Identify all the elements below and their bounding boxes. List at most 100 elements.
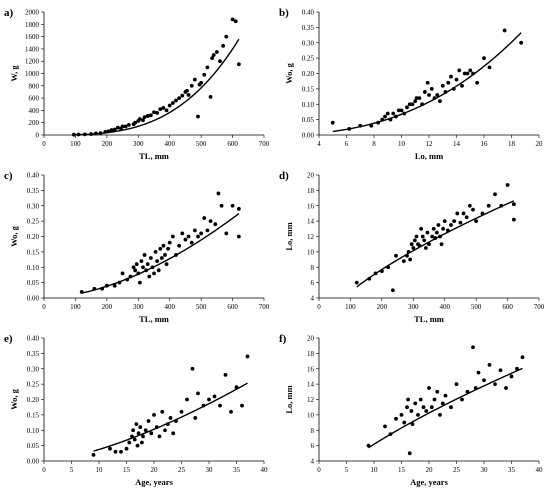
data-point bbox=[186, 93, 191, 97]
data-point bbox=[152, 271, 156, 276]
y-tick-label: 0.10 bbox=[302, 101, 315, 109]
data-point bbox=[465, 71, 470, 76]
data-point bbox=[174, 253, 178, 257]
data-point bbox=[154, 425, 159, 430]
data-point bbox=[136, 271, 141, 276]
data-point bbox=[140, 440, 144, 445]
x-axis-title: TL, mm bbox=[139, 314, 169, 324]
data-point bbox=[407, 102, 412, 107]
data-point bbox=[205, 65, 210, 70]
data-point bbox=[117, 280, 122, 285]
data-point bbox=[493, 192, 497, 197]
y-tick-label: 16 bbox=[307, 365, 315, 373]
data-point bbox=[498, 368, 503, 373]
data-point bbox=[423, 246, 428, 250]
data-point bbox=[166, 246, 171, 251]
x-tick-label: 100 bbox=[70, 303, 81, 311]
data-point bbox=[443, 90, 448, 94]
x-tick-label: 0 bbox=[42, 140, 46, 148]
data-point bbox=[511, 217, 516, 222]
data-point bbox=[152, 412, 156, 417]
data-point bbox=[379, 269, 384, 273]
data-point bbox=[455, 211, 460, 216]
data-point bbox=[170, 234, 175, 239]
data-point bbox=[168, 416, 173, 420]
data-point bbox=[113, 449, 118, 454]
y-tick-label: 12 bbox=[307, 233, 315, 241]
data-point bbox=[205, 228, 210, 233]
data-point bbox=[158, 246, 163, 251]
data-point bbox=[159, 256, 164, 260]
data-point bbox=[487, 65, 492, 70]
data-point bbox=[142, 115, 147, 120]
y-tick-label: 400 bbox=[29, 107, 40, 115]
data-point bbox=[422, 90, 427, 94]
data-point bbox=[330, 120, 335, 125]
data-point bbox=[431, 226, 436, 231]
data-point bbox=[486, 203, 491, 208]
y-tick-label: 200 bbox=[29, 119, 40, 127]
data-point bbox=[451, 86, 456, 91]
y-tick-label: 0.30 bbox=[27, 365, 40, 373]
data-point bbox=[134, 262, 139, 267]
panel-label: c) bbox=[4, 170, 13, 182]
data-point bbox=[367, 276, 372, 281]
x-tick-label: 8 bbox=[372, 140, 376, 148]
data-point bbox=[230, 17, 235, 22]
data-point bbox=[515, 366, 519, 371]
data-point bbox=[412, 238, 417, 243]
y-tick-label: 600 bbox=[29, 95, 40, 103]
y-tick-label: 0.30 bbox=[27, 202, 40, 210]
x-tick-label: 35 bbox=[508, 466, 516, 474]
x-tick-label: 40 bbox=[261, 466, 269, 474]
data-point bbox=[171, 431, 176, 436]
x-tick-label: 100 bbox=[345, 303, 356, 311]
data-point bbox=[189, 83, 194, 88]
x-tick-label: 25 bbox=[178, 466, 186, 474]
data-point bbox=[112, 283, 117, 288]
trend-line bbox=[356, 200, 515, 288]
chart-panel-3: c) 0 100 200 300 400 500 600 700 0.00 0.05 0.10 0.15… bbox=[4, 170, 270, 324]
x-tick-label: 18 bbox=[508, 140, 516, 148]
data-point bbox=[148, 256, 153, 260]
x-tick-label: 15 bbox=[123, 466, 131, 474]
data-point bbox=[480, 211, 485, 216]
y-tick-label: 0.10 bbox=[27, 427, 40, 435]
y-tick-label: 0.05 bbox=[27, 279, 40, 287]
data-point bbox=[429, 86, 434, 91]
data-point bbox=[405, 405, 409, 410]
data-point bbox=[119, 449, 123, 454]
data-point bbox=[440, 83, 445, 88]
data-point bbox=[388, 117, 393, 122]
y-tick-label: 0.40 bbox=[27, 172, 40, 180]
data-point bbox=[125, 277, 130, 282]
x-tick-label: 200 bbox=[102, 303, 113, 311]
y-tick-label: 0.10 bbox=[27, 264, 40, 272]
y-tick-label: 1400 bbox=[25, 45, 40, 53]
x-tick-label: 300 bbox=[408, 303, 419, 311]
data-point bbox=[519, 40, 524, 45]
y-tick-label: 0.20 bbox=[27, 396, 40, 404]
x-tick-label: 15 bbox=[398, 466, 406, 474]
x-tick-label: 300 bbox=[133, 140, 144, 148]
y-tick-label: 0.20 bbox=[302, 70, 315, 78]
x-tick-label: 40 bbox=[536, 466, 544, 474]
y-tick-label: 20 bbox=[307, 172, 315, 180]
x-tick-label: 400 bbox=[164, 140, 175, 148]
data-point bbox=[509, 374, 514, 379]
data-point bbox=[429, 405, 434, 410]
data-point bbox=[193, 416, 198, 420]
data-point bbox=[183, 237, 188, 242]
y-tick-label: 1200 bbox=[25, 58, 40, 66]
x-tick-label: 500 bbox=[471, 303, 482, 311]
data-point bbox=[141, 265, 145, 270]
y-tick-label: 1000 bbox=[25, 70, 40, 78]
data-point bbox=[192, 77, 197, 82]
data-point bbox=[213, 222, 218, 227]
data-point bbox=[471, 207, 475, 212]
data-point bbox=[216, 191, 221, 196]
data-point bbox=[214, 50, 219, 54]
x-tick-label: 200 bbox=[102, 140, 113, 148]
panel-label: f) bbox=[279, 333, 287, 345]
data-point bbox=[380, 117, 385, 122]
